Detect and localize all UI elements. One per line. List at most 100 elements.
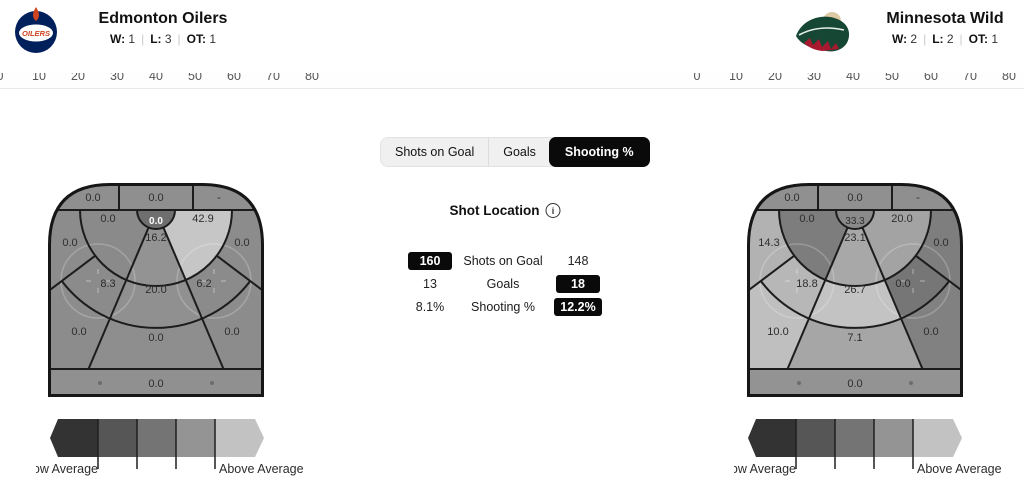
zone-value-label: 20.0 xyxy=(891,213,912,225)
zone-outer-center xyxy=(787,318,923,369)
faceoff-dot xyxy=(797,381,801,385)
right-team-header: Minnesota Wild W: 2 | L: 2 | OT: 1 xyxy=(870,10,1020,46)
left-team-name: Edmonton Oilers xyxy=(98,10,228,27)
axis-tick-label: 70 xyxy=(266,73,280,83)
tab-goals[interactable]: Goals xyxy=(488,138,550,166)
zone-wedge-left xyxy=(79,210,149,280)
zone-outer-left xyxy=(748,281,809,369)
zone-value-label: 18.8 xyxy=(796,278,817,290)
right-team-name: Minnesota Wild xyxy=(886,10,1004,27)
axis-tick-label: 70 xyxy=(963,73,977,83)
tab-shooting[interactable]: Shooting % xyxy=(548,137,650,167)
stat-row: 13 Goals 18 xyxy=(402,272,608,295)
faceoff-hash-marks xyxy=(202,269,226,293)
tab-shots-on-goal[interactable]: Shots on Goal xyxy=(395,145,475,159)
zone-outer-center xyxy=(88,318,224,369)
rink-heatmap-svg: 0.0 0.0 -14.3 0.010.0 7.1 0.018.8 26.7 0.00.0 20… xyxy=(747,183,963,397)
legend-svg: Below Average Above Average xyxy=(713,419,1002,476)
zone-value-label: 0.0 xyxy=(784,192,799,204)
stat-left-value: 160 xyxy=(402,251,458,270)
axis-tick-label: 20 xyxy=(71,73,85,83)
axis-tick-label: 10 xyxy=(32,73,46,83)
info-icon[interactable]: i xyxy=(545,203,561,218)
left-team-record: W: 1 | L: 3 | OT: 1 xyxy=(109,32,217,46)
edmonton-oilers-logo-icon: OILERS xyxy=(15,7,57,53)
zone-value-label: 42.9 xyxy=(192,213,213,225)
axis-tick-label: 60 xyxy=(227,73,241,83)
zone-value-label: 0.0 xyxy=(148,192,163,204)
shot-location-rink-left: 0.0 0.0-0.0 0.0 0.0 0.0 0.0 8.3 20.0 6.2 0.0 42.9 1… xyxy=(48,183,264,397)
stat-right-value: 12.2% xyxy=(548,297,608,316)
clipped-shift-axis: 0 10 20 30 40 50 60 70 80 0 10 20 30 40 50 60 70 80 xyxy=(0,73,1024,89)
zone-wedge-left xyxy=(779,210,848,280)
stat-right-value: 18 xyxy=(548,274,608,293)
record-separator: | xyxy=(923,32,927,46)
axis-tick-label: 80 xyxy=(305,73,319,83)
stat-label: Shooting % xyxy=(471,299,535,314)
zone-value-label: 0.0 xyxy=(933,237,948,249)
right-team-record: W: 2 | L: 2 | OT: 1 xyxy=(891,32,999,46)
zone-slot xyxy=(825,227,885,287)
zone-value-label: 0.0 xyxy=(100,213,115,225)
legend-above-label: Above Average xyxy=(917,462,1002,476)
zone-crease xyxy=(137,210,175,229)
zone-outer-right xyxy=(202,281,263,369)
zone-value-label: 0.0 xyxy=(234,237,249,249)
axis-tick-label: 20 xyxy=(768,73,782,83)
zone-value-label: 7.1 xyxy=(847,332,862,344)
zone-value-label: 0.0 xyxy=(149,216,163,227)
zone-wedge-right xyxy=(862,210,931,280)
axis-tick-label: 80 xyxy=(1002,73,1016,83)
zone-value-label: 0.0 xyxy=(847,378,862,390)
rink-outline xyxy=(747,183,963,397)
zone-point xyxy=(49,369,263,396)
stat-row: 160 Shots on Goal 148 xyxy=(402,249,608,272)
zone-value-label: 20.0 xyxy=(145,284,166,296)
zone-ring-center xyxy=(808,280,902,328)
zone-value-label: 0.0 xyxy=(148,332,163,344)
faceoff-dot xyxy=(98,381,102,385)
zone-value-label: 0.0 xyxy=(62,237,77,249)
zone-value-label: 33.3 xyxy=(845,216,865,227)
stat-row: 8.1% Shooting % 12.2% xyxy=(402,295,608,318)
minnesota-wild-logo-icon xyxy=(796,12,850,52)
highlight-chip: 160 xyxy=(408,251,452,270)
zone-value-label: 0.0 xyxy=(847,192,862,204)
zone-value-label: 16.2 xyxy=(145,232,166,244)
record-separator: | xyxy=(959,32,963,46)
zone-slot xyxy=(126,227,186,287)
heatmap-legend-right: Below Average Above Average xyxy=(713,419,1014,479)
stat-label: Goals xyxy=(486,276,520,291)
zone-ring-center xyxy=(109,280,203,328)
faceoff-dot xyxy=(210,381,214,385)
axis-tick-label: 50 xyxy=(188,73,202,83)
zone-value-label: 0.0 xyxy=(85,192,100,204)
legend-below-label: Below Average xyxy=(36,462,98,476)
heatmap-legend-left: Below Average Above Average xyxy=(15,419,316,479)
highlight-chip: 18 xyxy=(556,274,600,293)
zone-value-label: 10.0 xyxy=(767,326,788,338)
stat-left-value: 13 xyxy=(423,276,437,291)
zone-value-label: 14.3 xyxy=(758,237,779,249)
shot-location-rink-right: 0.0 0.0-14.3 0.0 10.0 7.1 0.0 18.8 26.7 0.0 0.0 20… xyxy=(747,183,963,397)
faceoff-hash-marks xyxy=(86,269,110,293)
axis-tick-label: 0 xyxy=(0,73,3,83)
zone-value-label: - xyxy=(217,192,221,204)
stats-comparison: 160 Shots on Goal 148 13 Goals 18 8.1% Shooting… xyxy=(402,249,608,318)
faceoff-hash-marks xyxy=(901,269,925,293)
zone-value-label: 6.2 xyxy=(196,278,211,290)
zone-value-label: - xyxy=(916,192,920,204)
axis-tick-label: 50 xyxy=(885,73,899,83)
zone-value-label: 0.0 xyxy=(71,326,86,338)
axis-tick-label: 0 xyxy=(693,73,701,83)
zone-value-label: 8.3 xyxy=(100,278,115,290)
axis-tick-label: 30 xyxy=(807,73,821,83)
legend-below-label: Below Average xyxy=(734,462,796,476)
legend-above-label: Above Average xyxy=(219,462,304,476)
stat-right-value: 148 xyxy=(567,253,589,268)
oilers-logo-text: OILERS xyxy=(22,29,50,38)
zone-value-label: 0.0 xyxy=(799,213,814,225)
legend-svg: Below Average Above Average xyxy=(15,419,304,476)
rink-heatmap-svg: 0.0 0.0 -0.0 0.00.0 0.0 0.08.3 20.0 6.20.0 42.91… xyxy=(48,183,264,397)
stat-left-value: 8.1% xyxy=(415,299,445,314)
